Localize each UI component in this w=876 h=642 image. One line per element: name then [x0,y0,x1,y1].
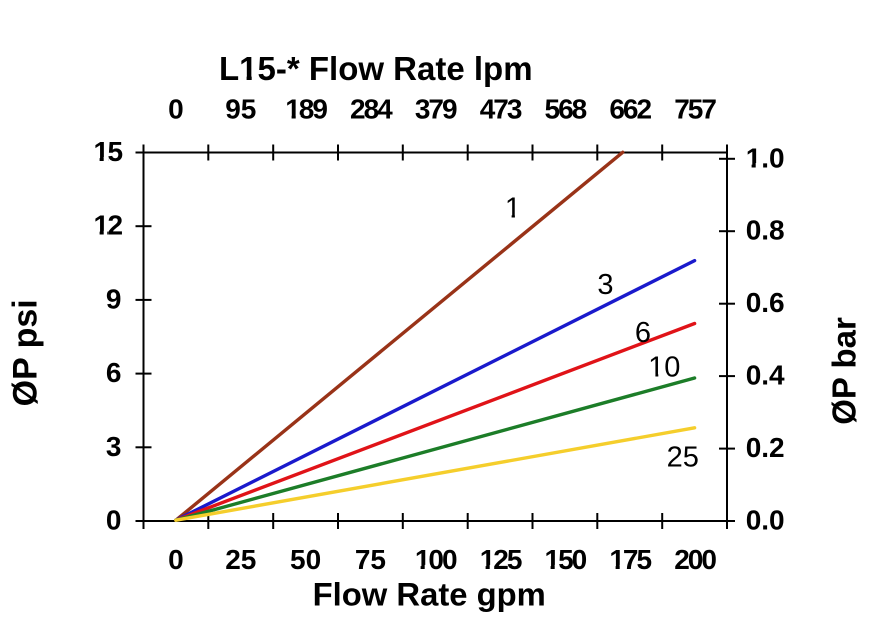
svg-text:15: 15 [94,136,123,167]
svg-text:6: 6 [635,317,651,349]
svg-text:0.8: 0.8 [746,215,785,246]
svg-text:379: 379 [415,94,457,125]
svg-text:0.0: 0.0 [746,505,785,536]
svg-text:1.0: 1.0 [746,142,785,173]
svg-text:1: 1 [505,193,521,225]
svg-text:175: 175 [609,544,651,575]
svg-text:0.6: 0.6 [746,287,785,318]
svg-text:ØP psi: ØP psi [6,299,44,406]
svg-text:125: 125 [480,544,522,575]
svg-text:9: 9 [106,283,122,314]
svg-text:Flow Rate gpm: Flow Rate gpm [313,576,546,613]
svg-text:10: 10 [648,352,680,384]
svg-text:0: 0 [168,544,184,575]
svg-text:473: 473 [480,94,522,125]
svg-text:568: 568 [545,94,587,125]
svg-text:3: 3 [597,269,613,301]
svg-text:662: 662 [609,94,651,125]
svg-text:0: 0 [106,505,122,536]
svg-text:3: 3 [106,431,122,462]
svg-text:150: 150 [545,544,587,575]
svg-text:100: 100 [415,544,457,575]
svg-text:0: 0 [168,94,184,125]
svg-text:6: 6 [106,357,122,388]
svg-text:0.4: 0.4 [746,360,785,391]
svg-text:L15-* Flow Rate lpm: L15-* Flow Rate lpm [219,50,533,87]
svg-text:200: 200 [674,544,716,575]
svg-text:25: 25 [667,442,699,474]
svg-text:25: 25 [225,544,256,575]
svg-text:189: 189 [285,94,327,125]
svg-text:95: 95 [225,94,256,125]
svg-text:ØP bar: ØP bar [825,317,862,425]
svg-text:0.2: 0.2 [746,432,785,463]
svg-text:75: 75 [355,544,386,575]
svg-text:12: 12 [94,210,123,241]
svg-text:284: 284 [350,94,393,125]
svg-text:757: 757 [674,94,716,125]
svg-text:50: 50 [290,544,321,575]
